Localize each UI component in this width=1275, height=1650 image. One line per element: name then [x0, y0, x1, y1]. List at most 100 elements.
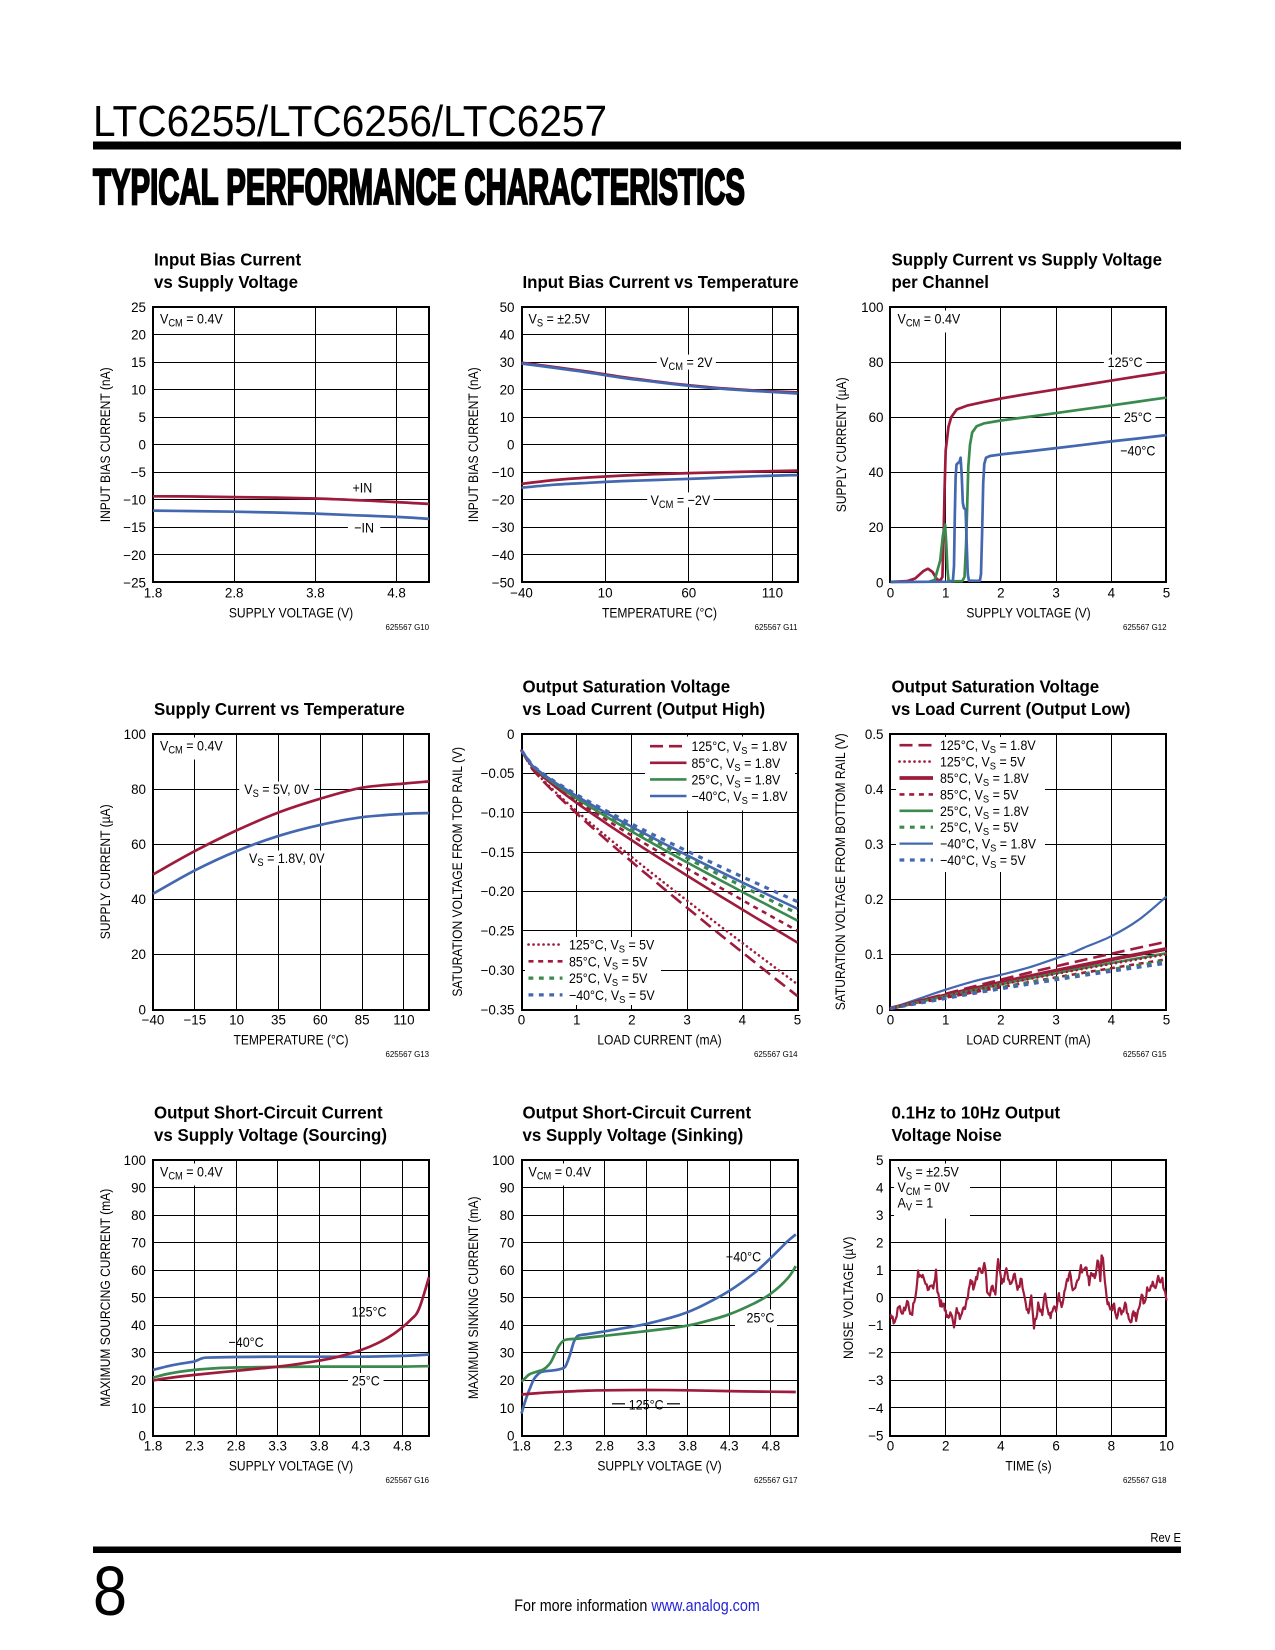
- svg-text:3.8: 3.8: [310, 1439, 329, 1454]
- svg-text:−40°C, VS​ = 1.8V: −40°C, VS​ = 1.8V: [940, 836, 1036, 855]
- svg-text:4.8: 4.8: [393, 1439, 412, 1454]
- svg-text:10: 10: [598, 586, 613, 601]
- svg-text:2.3: 2.3: [554, 1439, 573, 1454]
- svg-text:1.8: 1.8: [144, 1439, 163, 1454]
- svg-text:25°C: 25°C: [747, 1310, 775, 1326]
- svg-text:60: 60: [131, 837, 146, 852]
- svg-text:90: 90: [500, 1180, 515, 1195]
- svg-text:−0.05: −0.05: [481, 766, 515, 781]
- svg-text:5: 5: [1163, 586, 1170, 601]
- svg-text:−0.10: −0.10: [481, 806, 515, 821]
- svg-text:30: 30: [500, 1346, 515, 1361]
- svg-text:1: 1: [876, 1263, 883, 1278]
- svg-text:−30: −30: [492, 520, 515, 535]
- svg-text:For more information www.analo: For more information www.analog.com: [514, 1597, 760, 1615]
- svg-text:4: 4: [876, 1180, 884, 1195]
- svg-text:5: 5: [794, 1013, 801, 1028]
- svg-text:625567 G15: 625567 G15: [1123, 1050, 1167, 1059]
- svg-text:MAXIMUM SINKING CURRENT (mA): MAXIMUM SINKING CURRENT (mA): [465, 1196, 481, 1399]
- svg-text:TYPICAL PERFORMANCE CHARACTERI: TYPICAL PERFORMANCE CHARACTERISTICS: [93, 159, 745, 215]
- svg-text:0.1Hz to 10Hz Output: 0.1Hz to 10Hz Output: [892, 1102, 1061, 1122]
- svg-text:Output Short-Circuit Current: Output Short-Circuit Current: [523, 1102, 752, 1122]
- svg-text:100: 100: [861, 300, 883, 315]
- svg-text:4.8: 4.8: [762, 1439, 781, 1454]
- svg-text:15: 15: [131, 355, 146, 370]
- svg-text:35: 35: [271, 1013, 286, 1028]
- svg-text:625567 G16: 625567 G16: [386, 1476, 430, 1485]
- svg-text:100: 100: [492, 1153, 514, 1168]
- svg-text:125°C: 125°C: [629, 1397, 664, 1413]
- svg-text:0.1: 0.1: [865, 947, 884, 962]
- svg-text:2: 2: [876, 1236, 883, 1251]
- svg-text:85°C, VS​ = 1.8V: 85°C, VS​ = 1.8V: [692, 755, 781, 774]
- svg-text:Input Bias Current vs Temperat: Input Bias Current vs Temperature: [523, 272, 799, 292]
- svg-text:4: 4: [1108, 1013, 1116, 1028]
- svg-text:625567 G13: 625567 G13: [386, 1050, 430, 1059]
- svg-text:3.3: 3.3: [637, 1439, 656, 1454]
- svg-text:−2: −2: [868, 1346, 883, 1361]
- svg-text:60: 60: [500, 1263, 515, 1278]
- svg-text:SUPPLY CURRENT (µA): SUPPLY CURRENT (µA): [833, 377, 849, 512]
- svg-text:85°C, VS​ = 1.8V: 85°C, VS​ = 1.8V: [940, 770, 1029, 789]
- svg-text:0: 0: [876, 575, 883, 590]
- svg-text:Supply Current vs Supply Volta: Supply Current vs Supply Voltage: [892, 249, 1162, 269]
- svg-text:4.3: 4.3: [720, 1439, 739, 1454]
- svg-text:SUPPLY VOLTAGE (V): SUPPLY VOLTAGE (V): [229, 1458, 353, 1474]
- svg-text:25°C, VS​ = 1.8V: 25°C, VS​ = 1.8V: [692, 772, 781, 791]
- svg-text:5: 5: [139, 410, 146, 425]
- svg-text:0: 0: [518, 1013, 525, 1028]
- svg-text:1: 1: [942, 586, 949, 601]
- svg-text:MAXIMUM SOURCING CURRENT (mA): MAXIMUM SOURCING CURRENT (mA): [97, 1189, 113, 1407]
- svg-text:0.5: 0.5: [865, 727, 884, 742]
- svg-text:625567 G10: 625567 G10: [386, 623, 430, 632]
- svg-text:100: 100: [124, 727, 146, 742]
- svg-text:25: 25: [131, 300, 146, 315]
- svg-text:−40°C: −40°C: [229, 1334, 265, 1350]
- svg-text:vs Supply Voltage (Sourcing): vs Supply Voltage (Sourcing): [154, 1125, 387, 1145]
- svg-text:80: 80: [869, 355, 884, 370]
- svg-text:vs Load Current (Output High): vs Load Current (Output High): [523, 699, 766, 719]
- svg-text:60: 60: [869, 410, 884, 425]
- svg-text:80: 80: [131, 1208, 146, 1223]
- svg-text:LOAD CURRENT (mA): LOAD CURRENT (mA): [597, 1032, 721, 1048]
- svg-text:625567 G11: 625567 G11: [755, 623, 798, 632]
- svg-text:2: 2: [997, 586, 1004, 601]
- svg-text:vs Supply Voltage (Sinking): vs Supply Voltage (Sinking): [523, 1125, 744, 1145]
- svg-text:Rev E: Rev E: [1150, 1530, 1181, 1545]
- svg-text:10: 10: [500, 410, 515, 425]
- svg-text:−40: −40: [142, 1013, 165, 1028]
- svg-text:per Channel: per Channel: [892, 272, 989, 292]
- svg-text:−0.15: −0.15: [481, 845, 515, 860]
- svg-text:2: 2: [997, 1013, 1004, 1028]
- svg-text:20: 20: [500, 382, 515, 397]
- svg-text:−0.30: −0.30: [481, 963, 515, 978]
- svg-text:0: 0: [507, 438, 514, 453]
- svg-text:INPUT BIAS CURRENT (nA): INPUT BIAS CURRENT (nA): [97, 367, 113, 522]
- svg-text:25°C: 25°C: [352, 1373, 380, 1389]
- svg-text:Output Short-Circuit Current: Output Short-Circuit Current: [154, 1102, 383, 1122]
- svg-text:−40°C: −40°C: [1120, 443, 1156, 459]
- svg-text:Input Bias Current: Input Bias Current: [154, 249, 301, 269]
- svg-text:125°C, VS​ = 5V: 125°C, VS​ = 5V: [940, 754, 1026, 773]
- svg-text:25°C: 25°C: [1124, 409, 1152, 425]
- svg-text:−IN: −IN: [354, 520, 374, 536]
- svg-text:vs Supply Voltage: vs Supply Voltage: [154, 272, 298, 292]
- svg-text:0: 0: [876, 1002, 883, 1017]
- svg-text:0.3: 0.3: [865, 837, 884, 852]
- svg-text:TIME (s): TIME (s): [1005, 1458, 1051, 1474]
- svg-text:110: 110: [393, 1013, 414, 1028]
- svg-text:60: 60: [313, 1013, 328, 1028]
- svg-text:−15: −15: [123, 520, 146, 535]
- svg-text:0: 0: [139, 438, 146, 453]
- svg-text:1.8: 1.8: [144, 586, 163, 601]
- svg-text:20: 20: [131, 327, 146, 342]
- svg-text:20: 20: [500, 1373, 515, 1388]
- svg-text:−40°C, VS​ = 1.8V: −40°C, VS​ = 1.8V: [692, 788, 788, 807]
- svg-text:4: 4: [997, 1439, 1005, 1454]
- svg-text:20: 20: [131, 947, 146, 962]
- svg-text:0: 0: [887, 586, 894, 601]
- svg-text:+IN: +IN: [353, 480, 373, 496]
- svg-text:50: 50: [500, 1291, 515, 1306]
- svg-text:0: 0: [887, 1439, 894, 1454]
- svg-text:VS​ = 5V, 0V: VS​ = 5V, 0V: [244, 781, 309, 800]
